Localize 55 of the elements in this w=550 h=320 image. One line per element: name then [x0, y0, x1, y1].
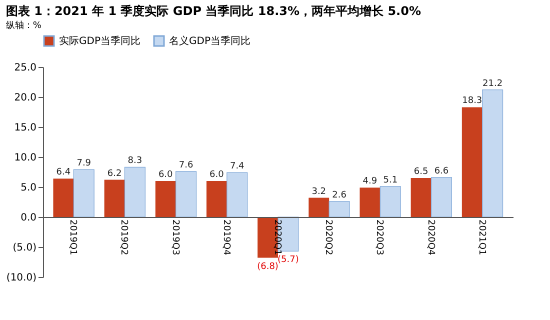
x-tick-label: 2019Q2 — [118, 220, 129, 256]
y-tick-label: (10.0) — [6, 272, 37, 284]
bar — [482, 90, 504, 218]
data-label: (6.8) — [257, 262, 278, 272]
bar — [380, 186, 401, 218]
y-tick-label: 5.0 — [20, 182, 36, 194]
bar — [124, 166, 146, 218]
data-label: 7.4 — [230, 162, 245, 172]
x-tick-label: 2020Q2 — [323, 220, 334, 256]
data-label: 6.2 — [107, 168, 122, 179]
bar — [308, 198, 330, 217]
y-tick-label: 25.0 — [14, 62, 36, 74]
legend-label: 名义GDP当季同比 — [169, 35, 250, 47]
bar — [410, 178, 432, 217]
bar — [104, 180, 125, 217]
data-label: 8.3 — [128, 156, 142, 166]
data-label: 2.6 — [332, 190, 347, 200]
bar — [430, 177, 452, 218]
data-label: 6.5 — [414, 167, 428, 177]
data-label: 6.0 — [210, 170, 224, 180]
y-tick-label: 15.0 — [14, 122, 36, 134]
data-label: 7.6 — [178, 160, 194, 170]
y-tick-label: (5.0) — [12, 242, 37, 254]
data-label: 6.0 — [158, 170, 174, 180]
data-label: 4.9 — [362, 176, 378, 187]
x-tick-label: 2019Q1 — [68, 220, 78, 256]
data-label: 3.2 — [312, 186, 326, 197]
data-label: 6.6 — [434, 166, 449, 176]
data-label: 6.4 — [56, 168, 71, 178]
data-label: (5.7) — [278, 255, 299, 266]
y-tick-label: 0.0 — [20, 212, 36, 224]
bar — [462, 107, 482, 217]
x-tick-label: 2020Q3 — [374, 220, 384, 256]
x-tick-label: 2020Q1 — [272, 220, 282, 256]
text: 纵轴：% — [6, 20, 42, 31]
x-tick-label: 2020Q4 — [425, 220, 436, 256]
x-tick-label: 2021Q1 — [476, 220, 486, 256]
data-label: 21.2 — [482, 78, 503, 89]
legend-label: 实际GDP当季同比 — [59, 35, 140, 47]
x-tick-label: 2019Q3 — [170, 220, 180, 256]
data-label: 7.9 — [76, 158, 92, 169]
data-label: 5.1 — [383, 175, 398, 186]
bar — [73, 169, 94, 218]
y-tick-label: 10.0 — [14, 152, 36, 164]
y-tick-label: 20.0 — [14, 92, 36, 104]
bar — [176, 171, 197, 218]
bar — [53, 178, 74, 217]
bar — [155, 181, 176, 217]
bar — [206, 181, 227, 217]
bar — [226, 172, 248, 218]
x-tick-label: 2019Q4 — [220, 220, 231, 256]
bar — [360, 188, 380, 217]
chart-title: 图表 1：2021 年 1 季度实际 GDP 当季同比 18.3%，两年平均增长 5.0% — [6, 4, 421, 18]
data-label: 18.3 — [462, 96, 482, 106]
bar — [328, 201, 350, 218]
